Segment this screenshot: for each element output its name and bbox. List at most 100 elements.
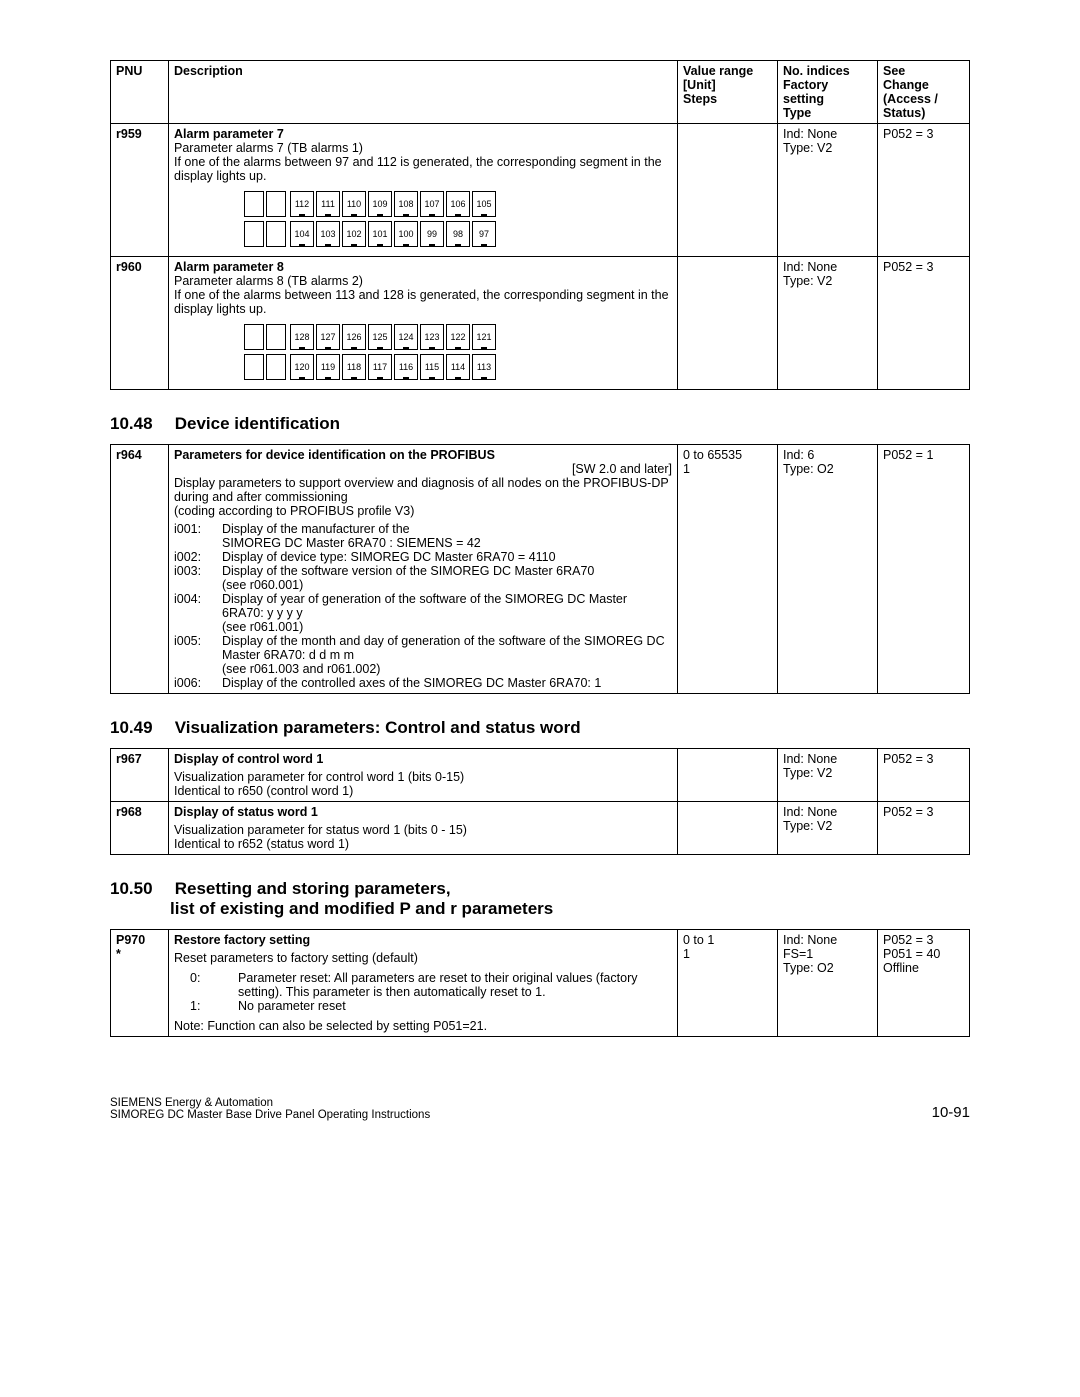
page-footer: SIEMENS Energy & Automation SIMOREG DC M… xyxy=(110,1097,970,1121)
param-title: Display of control word 1 xyxy=(174,752,672,766)
pnu-cell: r960 xyxy=(111,257,169,390)
section-title: Device identification xyxy=(175,414,340,433)
indices-cell: Ind: 6 Type: O2 xyxy=(778,445,878,694)
indices-cell: Ind: None Type: V2 xyxy=(778,124,878,257)
segment-cell: 103 xyxy=(316,221,340,247)
range-cell xyxy=(678,802,778,855)
segment-cell: 116 xyxy=(394,354,418,380)
segment-cell: 102 xyxy=(342,221,366,247)
visualization-params-table: r967 Display of control word 1 Visualiza… xyxy=(110,748,970,855)
options-list: 0:Parameter reset: All parameters are re… xyxy=(174,971,672,1013)
segment-cell: 107 xyxy=(420,191,444,217)
table-row: r960 Alarm parameter 8 Parameter alarms … xyxy=(111,257,970,390)
option-label: 1: xyxy=(174,999,238,1013)
param-body: Visualization parameter for status word … xyxy=(174,823,672,851)
segment-cell: 100 xyxy=(394,221,418,247)
section-title-line2: list of existing and modified P and r pa… xyxy=(110,899,970,919)
segment-cell: 115 xyxy=(420,354,444,380)
description-cell: Restore factory setting Reset parameters… xyxy=(169,930,678,1037)
index-label: i006: xyxy=(174,676,222,690)
range-cell: 0 to 1 1 xyxy=(678,930,778,1037)
option-text: No parameter reset xyxy=(238,999,672,1013)
segment-cell: 111 xyxy=(316,191,340,217)
segment-cell: 126 xyxy=(342,324,366,350)
index-label: i004: xyxy=(174,592,222,634)
col-description: Description xyxy=(169,61,678,124)
segment-cell: 124 xyxy=(394,324,418,350)
section-title: Resetting and storing parameters, xyxy=(175,879,451,898)
segment-cell: 98 xyxy=(446,221,470,247)
index-text: Display of the controlled axes of the SI… xyxy=(222,676,672,690)
param-title: Display of status word 1 xyxy=(174,805,672,819)
index-text: Display of year of generation of the sof… xyxy=(222,592,672,634)
segment-cell: 99 xyxy=(420,221,444,247)
segment-cell: 114 xyxy=(446,354,470,380)
alarm-parameters-table: PNU Description Value range [Unit] Steps… xyxy=(110,60,970,390)
col-pnu: PNU xyxy=(111,61,169,124)
segment-cell: 109 xyxy=(368,191,392,217)
param-line: Parameter alarms 8 (TB alarms 2) xyxy=(174,274,672,288)
reset-params-table: P970 * Restore factory setting Reset par… xyxy=(110,929,970,1037)
col-access: See Change (Access / Status) xyxy=(878,61,970,124)
segment-cell: 113 xyxy=(472,354,496,380)
description-cell: Alarm parameter 8 Parameter alarms 8 (TB… xyxy=(169,257,678,390)
range-cell: 0 to 65535 1 xyxy=(678,445,778,694)
index-label: i001: xyxy=(174,522,222,550)
table-row: r959 Alarm parameter 7 Parameter alarms … xyxy=(111,124,970,257)
segment-cell: 120 xyxy=(290,354,314,380)
pnu-cell: r967 xyxy=(111,749,169,802)
pnu-cell: r959 xyxy=(111,124,169,257)
segment-cell: 127 xyxy=(316,324,340,350)
index-text: Display of the software version of the S… xyxy=(222,564,672,592)
pnu-cell: r968 xyxy=(111,802,169,855)
table-row: r964 Parameters for device identificatio… xyxy=(111,445,970,694)
index-text: Display of the manufacturer of the SIMOR… xyxy=(222,522,672,550)
param-title: Alarm parameter 8 xyxy=(174,260,672,274)
section-heading: 10.50 Resetting and storing parameters, … xyxy=(110,879,970,919)
segment-cell: 128 xyxy=(290,324,314,350)
segment-cell: 101 xyxy=(368,221,392,247)
index-label: i003: xyxy=(174,564,222,592)
segment-cell: 97 xyxy=(472,221,496,247)
col-range: Value range [Unit] Steps xyxy=(678,61,778,124)
segment-cell: 122 xyxy=(446,324,470,350)
access-cell: P052 = 3 xyxy=(878,257,970,390)
param-intro: Display parameters to support overview a… xyxy=(174,476,672,518)
description-cell: Alarm parameter 7 Parameter alarms 7 (TB… xyxy=(169,124,678,257)
range-cell xyxy=(678,257,778,390)
table-row: r968 Display of status word 1 Visualizat… xyxy=(111,802,970,855)
segment-cell: 108 xyxy=(394,191,418,217)
segment-cell: 117 xyxy=(368,354,392,380)
option-label: 0: xyxy=(174,971,238,999)
description-cell: Parameters for device identification on … xyxy=(169,445,678,694)
access-cell: P052 = 3 xyxy=(878,802,970,855)
segment-cell: 118 xyxy=(342,354,366,380)
param-title: Alarm parameter 7 xyxy=(174,127,672,141)
description-cell: Display of control word 1 Visualization … xyxy=(169,749,678,802)
table-row: r967 Display of control word 1 Visualiza… xyxy=(111,749,970,802)
access-cell: P052 = 3 P051 = 40 Offline xyxy=(878,930,970,1037)
param-body: Visualization parameter for control word… xyxy=(174,770,672,798)
param-title: Parameters for device identification on … xyxy=(174,448,495,462)
footer-line2: SIMOREG DC Master Base Drive Panel Opera… xyxy=(110,1109,430,1121)
segment-cell: 105 xyxy=(472,191,496,217)
index-text: Display of device type: SIMOREG DC Maste… xyxy=(222,550,672,564)
index-list: i001:Display of the manufacturer of the … xyxy=(174,522,672,690)
param-title: Restore factory setting xyxy=(174,933,672,947)
section-number: 10.49 xyxy=(110,718,170,738)
option-text: Parameter reset: All parameters are rese… xyxy=(238,971,672,999)
pnu-cell: r964 xyxy=(111,445,169,694)
description-cell: Display of status word 1 Visualization p… xyxy=(169,802,678,855)
segment-cell: 106 xyxy=(446,191,470,217)
segment-cell: 112 xyxy=(290,191,314,217)
segment-cell: 110 xyxy=(342,191,366,217)
param-note: Note: Function can also be selected by s… xyxy=(174,1019,672,1033)
param-line: If one of the alarms between 113 and 128… xyxy=(174,288,672,316)
param-line: Parameter alarms 7 (TB alarms 1) xyxy=(174,141,672,155)
segment-display: 128127126125124123122121 120119118117116… xyxy=(244,324,672,380)
sw-version-note: [SW 2.0 and later] xyxy=(174,462,672,476)
index-label: i002: xyxy=(174,550,222,564)
param-line: If one of the alarms between 97 and 112 … xyxy=(174,155,672,183)
col-indices: No. indices Factory setting Type xyxy=(778,61,878,124)
access-cell: P052 = 3 xyxy=(878,749,970,802)
